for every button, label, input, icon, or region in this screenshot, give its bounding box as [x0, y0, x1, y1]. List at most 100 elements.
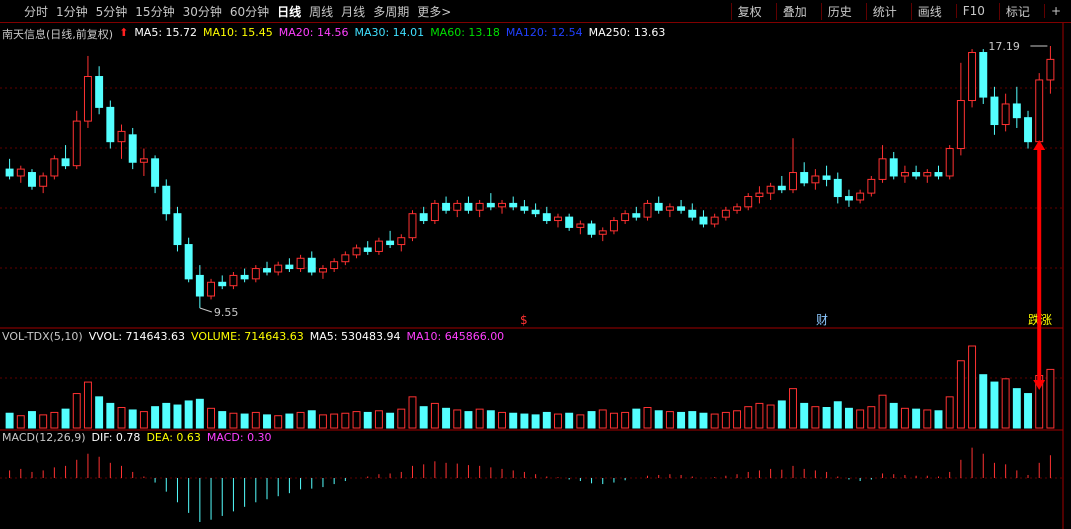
volume-bar [151, 406, 160, 429]
period-tab[interactable]: 分时 [24, 4, 49, 19]
event-marker: $ [520, 313, 528, 327]
grid [0, 87, 1063, 479]
candle-body [833, 178, 842, 198]
volume-bar [139, 411, 148, 429]
candle-body [5, 168, 14, 177]
tool-button[interactable]: 画线 [910, 2, 948, 20]
tool-button[interactable]: 叠加 [775, 2, 813, 20]
volume-bar [162, 402, 171, 429]
candle-body [509, 202, 518, 208]
candle-body [755, 192, 764, 198]
candle-body [956, 100, 965, 150]
volume-bar [733, 410, 742, 429]
ma-label: MA60: 13.18 [430, 26, 500, 39]
tool-button[interactable]: 复权 [730, 2, 768, 20]
ma-label: MA20: 14.56 [278, 26, 349, 39]
volume-bar [956, 360, 965, 429]
volume-bar [307, 410, 316, 429]
volume-bar [39, 414, 48, 429]
volume-bar [408, 396, 417, 429]
volume-bar [341, 412, 350, 429]
period-tab[interactable]: 月线 [341, 4, 366, 19]
volume-bar [968, 345, 977, 429]
macd-label: DEA: 0.63 [146, 431, 201, 444]
candle-body [363, 247, 372, 252]
period-tab[interactable]: 多周期 [373, 4, 410, 19]
candle-body [609, 220, 618, 232]
volume-bar [296, 411, 305, 429]
volume-bar [72, 393, 81, 429]
candle-body [173, 213, 182, 246]
candle-body [464, 202, 473, 211]
candle-body [520, 206, 529, 211]
candle-body [632, 213, 641, 218]
ma-label: MA120: 12.54 [505, 26, 583, 39]
volume-bar [878, 394, 887, 429]
candle-body [475, 202, 484, 211]
volume-bar [643, 407, 652, 429]
volume-bar [576, 414, 585, 429]
candle-body [677, 206, 686, 211]
candle-body [486, 202, 495, 208]
candle-body [665, 206, 674, 211]
up-icon: ⬆ [119, 26, 129, 39]
volume-title: VOL-TDX(5,10) [2, 330, 83, 343]
volume-bar [207, 407, 216, 429]
tool-button[interactable]: + [1043, 4, 1067, 18]
candle-body [39, 175, 48, 187]
tool-button[interactable]: F10 [955, 4, 991, 18]
candle-body [900, 172, 909, 177]
period-tab[interactable]: 5分钟 [95, 4, 128, 19]
volume-bar [721, 411, 730, 429]
volume-bar [430, 402, 439, 429]
candle-body [195, 274, 204, 297]
candle-body [576, 223, 585, 228]
volume-bar [632, 408, 641, 429]
volume-bar [665, 411, 674, 429]
volume-bar [856, 409, 865, 429]
period-tab[interactable]: 60分钟 [229, 4, 270, 19]
volume-bar [889, 402, 898, 429]
volume-bar [822, 407, 831, 429]
candle-body [531, 209, 540, 215]
volume-bar [789, 388, 797, 429]
volume-bar [844, 407, 853, 429]
tool-button[interactable]: 统计 [865, 2, 903, 20]
volume-bar [609, 412, 618, 429]
candle-body [442, 202, 451, 211]
tool-button[interactable]: 标记 [998, 2, 1036, 20]
volume-bar [587, 411, 596, 429]
candle-body [341, 254, 350, 263]
volume-bar [386, 412, 395, 429]
candle-body [28, 172, 36, 187]
candle-body [643, 202, 652, 218]
volume-bar [50, 411, 59, 429]
period-tab[interactable]: 1分钟 [56, 4, 88, 19]
candle-body [688, 209, 697, 218]
volume-bar [95, 396, 104, 429]
period-tab[interactable]: 30分钟 [182, 4, 222, 19]
candle-body [386, 240, 395, 246]
volume-bar [318, 414, 327, 429]
candle-body [419, 213, 428, 222]
period-tab[interactable]: 周线 [309, 4, 334, 19]
candle-body [16, 168, 25, 177]
candle-body [330, 261, 339, 270]
volume-label: MA5: 530483.94 [309, 330, 401, 343]
tool-button[interactable]: 历史 [820, 2, 858, 20]
volume-label: VVOL: 714643.63 [88, 330, 186, 343]
candle-body [218, 281, 227, 287]
volume-label: MA10: 645866.00 [406, 330, 505, 343]
volume-bar [61, 408, 70, 429]
volume-labels: VVOL: 714643.63 VOLUME: 714643.63 MA5: 530… [89, 330, 505, 343]
ma-label: MA30: 14.01 [354, 26, 425, 39]
volume-bar [419, 406, 428, 429]
candle-body [777, 185, 786, 191]
volume-bar [800, 402, 809, 429]
period-tab[interactable]: 15分钟 [135, 4, 175, 19]
period-tab[interactable]: 日线 [277, 4, 302, 19]
period-tab[interactable]: 更多> [417, 4, 452, 19]
candle-body [498, 202, 506, 208]
